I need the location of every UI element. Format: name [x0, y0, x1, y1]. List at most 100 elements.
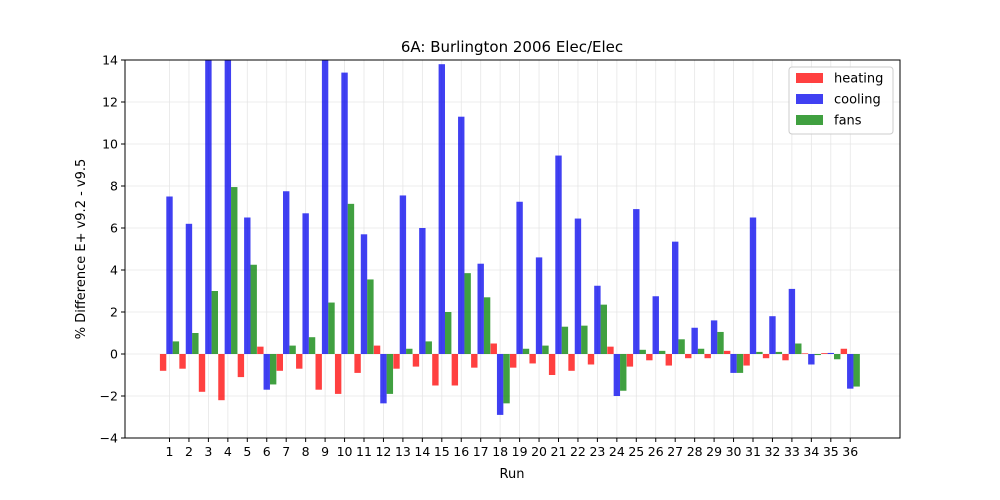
bar-fans-run-29 [717, 331, 724, 354]
bar-cooling-run-8 [302, 213, 309, 354]
x-tick-label: 9 [321, 444, 329, 459]
bar-cooling-run-26 [652, 296, 659, 354]
bar-heating-run-3 [198, 354, 206, 392]
bar-heating-run-24 [607, 346, 614, 354]
y-tick-label: 12 [102, 95, 118, 110]
bar-cooling-run-25 [633, 209, 640, 354]
bar-heating-run-6 [257, 346, 264, 354]
bar-fans-run-7 [289, 345, 296, 354]
x-tick-label: 28 [687, 444, 703, 459]
plot-frame [124, 59, 901, 439]
x-tick-label: 33 [784, 444, 800, 459]
bar-fans-run-31 [756, 351, 763, 354]
bar-fans-run-14 [425, 341, 432, 354]
bar-heating-run-4 [218, 354, 225, 401]
bar-fans-run-30 [736, 354, 744, 373]
x-tick-label: 14 [414, 444, 430, 459]
legend-label-fans: fans [834, 114, 862, 129]
bar-fans-run-26 [658, 350, 666, 354]
bar-cooling-run-1 [166, 196, 173, 354]
bar-fans-run-32 [775, 351, 783, 354]
x-tick-label: 31 [745, 444, 761, 459]
bar-cooling-run-5 [244, 217, 251, 354]
bar-cooling-run-16 [458, 116, 465, 354]
x-tick-label: 6 [263, 444, 271, 459]
legend: heating cooling fans [788, 66, 894, 135]
bar-heating-run-7 [276, 354, 283, 371]
bar-heating-run-12 [373, 345, 381, 354]
x-tick-label: 11 [356, 444, 372, 459]
bar-heating-run-18 [490, 343, 497, 354]
y-tick-label: 0 [110, 347, 118, 362]
bar-heating-run-23 [587, 354, 595, 365]
y-tick-label: 14 [102, 53, 118, 68]
x-tick-label: 35 [823, 444, 839, 459]
bar-cooling-run-12 [380, 354, 387, 404]
bar-fans-run-20 [542, 345, 549, 354]
bar-heating-run-2 [179, 354, 186, 369]
chart-title: 6A: Burlington 2006 Elec/Elec [401, 38, 623, 56]
bar-heating-run-8 [296, 354, 303, 369]
x-tick-label: 7 [282, 444, 290, 459]
x-tick-label: 16 [453, 444, 469, 459]
bar-heating-run-15 [432, 354, 439, 386]
bar-cooling-run-18 [496, 354, 504, 415]
x-tick-label: 3 [204, 444, 212, 459]
x-tick-label: 5 [243, 444, 251, 459]
bar-fans-run-2 [192, 333, 199, 354]
bar-cooling-run-23 [594, 285, 601, 354]
x-tick-label: 25 [628, 444, 644, 459]
bar-fans-run-16 [464, 273, 471, 354]
x-tick-label: 29 [706, 444, 722, 459]
bar-heating-run-14 [412, 354, 420, 367]
bar-cooling-run-22 [574, 218, 582, 354]
bar-cooling-run-31 [749, 217, 757, 354]
x-tick-label: 18 [492, 444, 508, 459]
bar-cooling-run-14 [419, 228, 426, 354]
y-tick-label: −4 [100, 431, 118, 446]
bar-cooling-run-10 [341, 72, 348, 354]
bar-fans-run-36 [853, 354, 860, 387]
bar-fans-run-15 [445, 312, 452, 354]
bar-cooling-run-24 [613, 354, 621, 396]
y-axis-label: % Difference E+ v9.2 - v9.5 [74, 159, 89, 340]
bar-heating-run-32 [762, 354, 770, 359]
bar-cooling-run-6 [263, 354, 270, 390]
bar-fans-run-18 [503, 354, 510, 404]
x-tick-label: 24 [609, 444, 625, 459]
bar-cooling-run-11 [360, 234, 368, 354]
bar-heating-run-22 [568, 354, 575, 371]
x-tick-label: 26 [648, 444, 664, 459]
bar-fans-run-34 [814, 354, 821, 356]
x-tick-label: 27 [667, 444, 683, 459]
bar-heating-run-28 [685, 354, 692, 359]
bar-fans-run-10 [347, 203, 355, 354]
bar-cooling-run-32 [769, 316, 776, 354]
bar-cooling-run-30 [730, 354, 737, 373]
y-tick-label: 2 [110, 305, 118, 320]
bar-heating-run-31 [743, 354, 750, 366]
x-tick-label: 34 [803, 444, 819, 459]
bar-heating-run-30 [723, 350, 731, 354]
bar-fans-run-25 [639, 349, 646, 354]
x-tick-label: 22 [570, 444, 586, 459]
legend-swatch-fans [796, 115, 823, 125]
x-tick-label: 19 [512, 444, 528, 459]
bars-layer [159, 60, 860, 415]
x-tick-label: 20 [531, 444, 547, 459]
bar-heating-run-36 [840, 348, 848, 354]
bar-fans-run-24 [620, 354, 627, 391]
bar-heating-run-33 [782, 354, 789, 361]
x-tick-label: 10 [337, 444, 353, 459]
bar-cooling-run-15 [438, 64, 445, 354]
bar-fans-run-9 [328, 302, 335, 354]
y-tick-label: 8 [110, 179, 118, 194]
legend-swatch-cooling [796, 94, 823, 104]
x-tick-label: 8 [302, 444, 310, 459]
bar-cooling-run-28 [691, 327, 698, 354]
grid-layer [125, 59, 900, 439]
bar-fans-run-6 [269, 354, 277, 385]
bar-heating-run-13 [393, 354, 400, 369]
